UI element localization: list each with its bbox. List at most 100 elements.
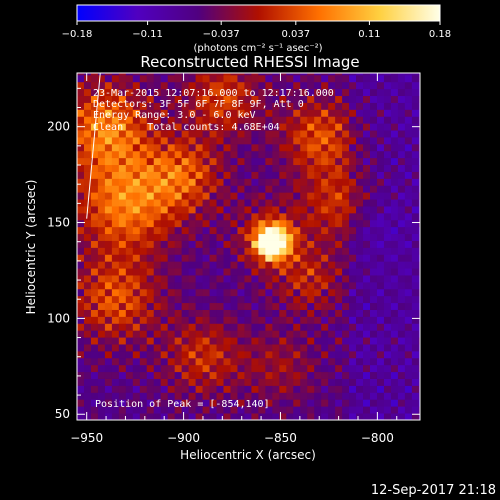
heatmap-cell (209, 123, 217, 131)
heatmap-cell (90, 344, 99, 352)
heatmap-cell (223, 295, 231, 304)
heatmap-cell (132, 309, 141, 317)
heatmap-cell (174, 178, 183, 186)
heatmap-cell (307, 295, 315, 304)
heatmap-cell (328, 150, 336, 159)
heatmap-cell (209, 247, 217, 255)
heatmap-cell (230, 240, 238, 248)
heatmap-cell (125, 212, 134, 221)
heatmap-cell (146, 302, 155, 310)
heatmap-cell (195, 281, 203, 290)
heatmap-cell (279, 81, 287, 90)
heatmap-cell (279, 240, 287, 248)
heatmap-cell (77, 330, 85, 338)
heatmap-cell (146, 337, 155, 345)
heatmap-cell (349, 150, 357, 159)
heatmap-cell (125, 164, 134, 172)
heatmap-cell (223, 212, 231, 221)
heatmap-cell (132, 316, 141, 324)
heatmap-cell (286, 392, 294, 400)
heatmap-cell (167, 109, 176, 117)
heatmap-cell (258, 399, 266, 407)
heatmap-cell (146, 81, 155, 90)
heatmap-cell (383, 357, 392, 366)
heatmap-cell (335, 150, 343, 159)
heatmap-cell (397, 316, 406, 324)
heatmap-cell (356, 164, 364, 172)
heatmap-cell (181, 268, 190, 276)
heatmap-cell (132, 157, 141, 166)
heatmap-cell (146, 226, 155, 235)
heatmap-cell (356, 288, 364, 297)
heatmap-cell (349, 295, 357, 304)
heatmap-cell (370, 392, 378, 400)
heatmap-cell (118, 212, 127, 221)
heatmap-cell (90, 109, 99, 117)
heatmap-cell (349, 185, 357, 193)
heatmap-cell (293, 95, 301, 103)
heatmap-cell (111, 233, 120, 241)
heatmap-cell (265, 323, 273, 331)
heatmap-cell (404, 233, 413, 241)
heatmap-cell (160, 371, 169, 379)
heatmap-cell (237, 371, 245, 379)
heatmap-cell (104, 212, 113, 221)
heatmap-cell (97, 288, 106, 297)
heatmap-cell (230, 344, 238, 352)
heatmap-cell (397, 226, 406, 235)
heatmap-cell (279, 226, 287, 235)
heatmap-cell (188, 254, 196, 262)
heatmap-cell (314, 116, 322, 124)
heatmap-cell (181, 137, 190, 145)
heatmap-cell (397, 275, 406, 283)
heatmap-cell (356, 74, 364, 83)
heatmap-cell (265, 150, 273, 159)
heatmap-cell (223, 275, 231, 283)
heatmap-cell (77, 178, 85, 186)
heatmap-cell (174, 199, 183, 207)
heatmap-cell (83, 323, 92, 331)
heatmap-cell (188, 337, 196, 345)
heatmap-cell (397, 330, 406, 338)
heatmap-cell (104, 88, 113, 97)
heatmap-cell (258, 137, 266, 145)
heatmap-cell (181, 392, 190, 400)
heatmap-cell (349, 74, 357, 83)
heatmap-cell (174, 171, 183, 179)
heatmap-cell (418, 371, 420, 379)
heatmap-cell (321, 219, 329, 228)
heatmap-cell (411, 275, 420, 283)
heatmap-cell (223, 102, 231, 110)
heatmap-cell (97, 171, 106, 179)
heatmap-cell (111, 385, 120, 393)
heatmap-cell (314, 247, 322, 255)
heatmap-cell (195, 150, 203, 159)
heatmap-cell (272, 344, 280, 352)
heatmap-cell (390, 330, 399, 338)
heatmap-cell (244, 102, 252, 110)
heatmap-cell (223, 185, 231, 193)
heatmap-cell (97, 413, 106, 420)
colorbar-ticks: −0.18 −0.11 −0.037 0.037 0.11 0.18 (62, 21, 451, 40)
heatmap-cell (397, 323, 406, 331)
heatmap-cell (404, 178, 413, 186)
heatmap-cell (77, 385, 85, 393)
heatmap-cell (202, 212, 210, 221)
heatmap-cell (167, 330, 176, 338)
heatmap-cell (118, 350, 127, 359)
heatmap-cell (174, 185, 183, 193)
heatmap-cell (83, 309, 92, 317)
heatmap-cell (370, 212, 378, 221)
heatmap-cell (258, 123, 266, 131)
heatmap-cell (90, 288, 99, 297)
heatmap-cell (216, 413, 224, 420)
heatmap-cell (279, 206, 287, 214)
heatmap-cell (328, 413, 336, 420)
heatmap-cell (111, 212, 120, 221)
heatmap-cell (328, 275, 336, 283)
heatmap-cell (237, 316, 245, 324)
heatmap-cell (349, 330, 357, 338)
heatmap-cell (146, 350, 155, 359)
heatmap-cell (209, 364, 217, 373)
heatmap-cell (209, 309, 217, 317)
